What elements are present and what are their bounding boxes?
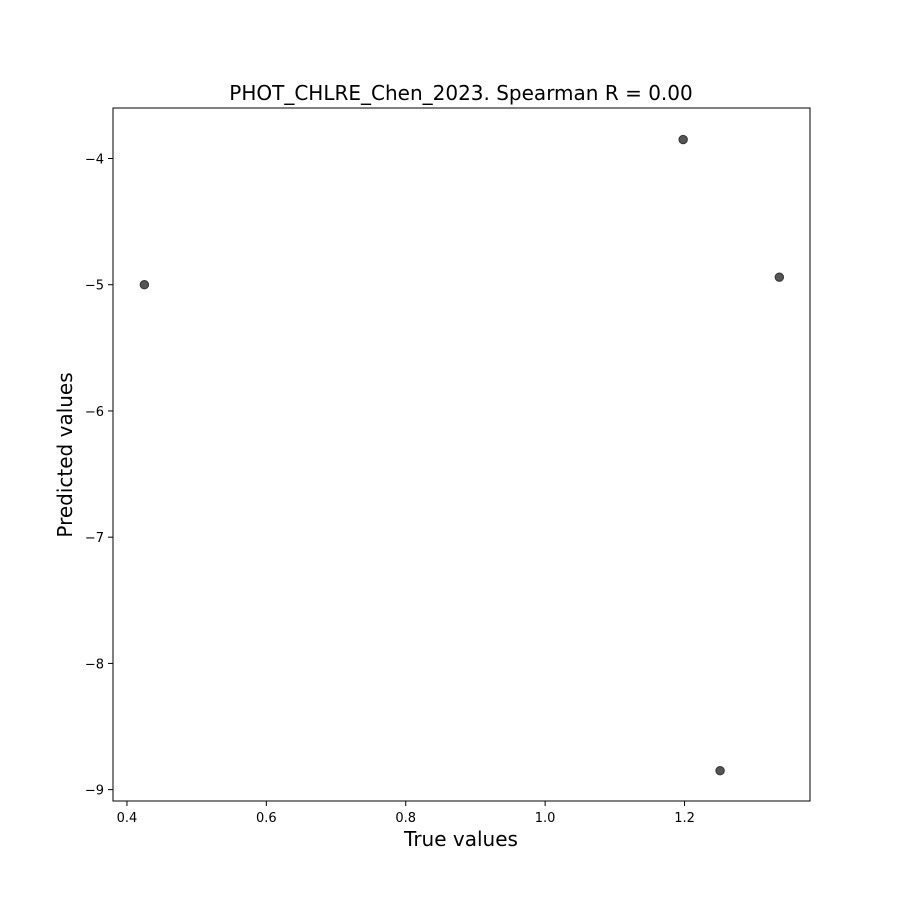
data-point xyxy=(678,134,688,145)
data-points xyxy=(139,134,785,776)
x-axis-title: True values xyxy=(403,827,518,851)
x-axis: 0.4 0.6 0.8 1.0 1.2 xyxy=(117,801,695,826)
y-tick-label: −8 xyxy=(85,657,104,672)
x-tick-label: 1.2 xyxy=(674,811,695,826)
data-point xyxy=(774,272,785,282)
chart-title: PHOT_CHLRE_Chen_2023. Spearman R = 0.00 xyxy=(229,81,692,105)
x-tick-label: 1.0 xyxy=(535,811,556,826)
y-tick-label: −4 xyxy=(85,152,104,167)
y-tick-label: −5 xyxy=(85,279,104,294)
y-tick-label: −7 xyxy=(85,531,104,546)
data-point xyxy=(139,280,150,290)
y-axis: −4 −5 −6 −7 −8 −9 xyxy=(85,152,113,799)
y-tick-label: −9 xyxy=(85,784,104,799)
data-point xyxy=(715,766,725,776)
y-tick-label: −6 xyxy=(85,405,104,420)
x-tick-label: 0.8 xyxy=(395,811,416,826)
plot-area: 0.4 0.6 0.8 1.0 1.2 −4 −5 −6 −7 −8 −9 xyxy=(85,107,811,826)
x-tick-label: 0.4 xyxy=(117,811,138,826)
x-tick-label: 0.6 xyxy=(256,811,277,826)
plot-frame xyxy=(112,107,811,802)
y-axis-title: Predicted values xyxy=(53,372,77,537)
